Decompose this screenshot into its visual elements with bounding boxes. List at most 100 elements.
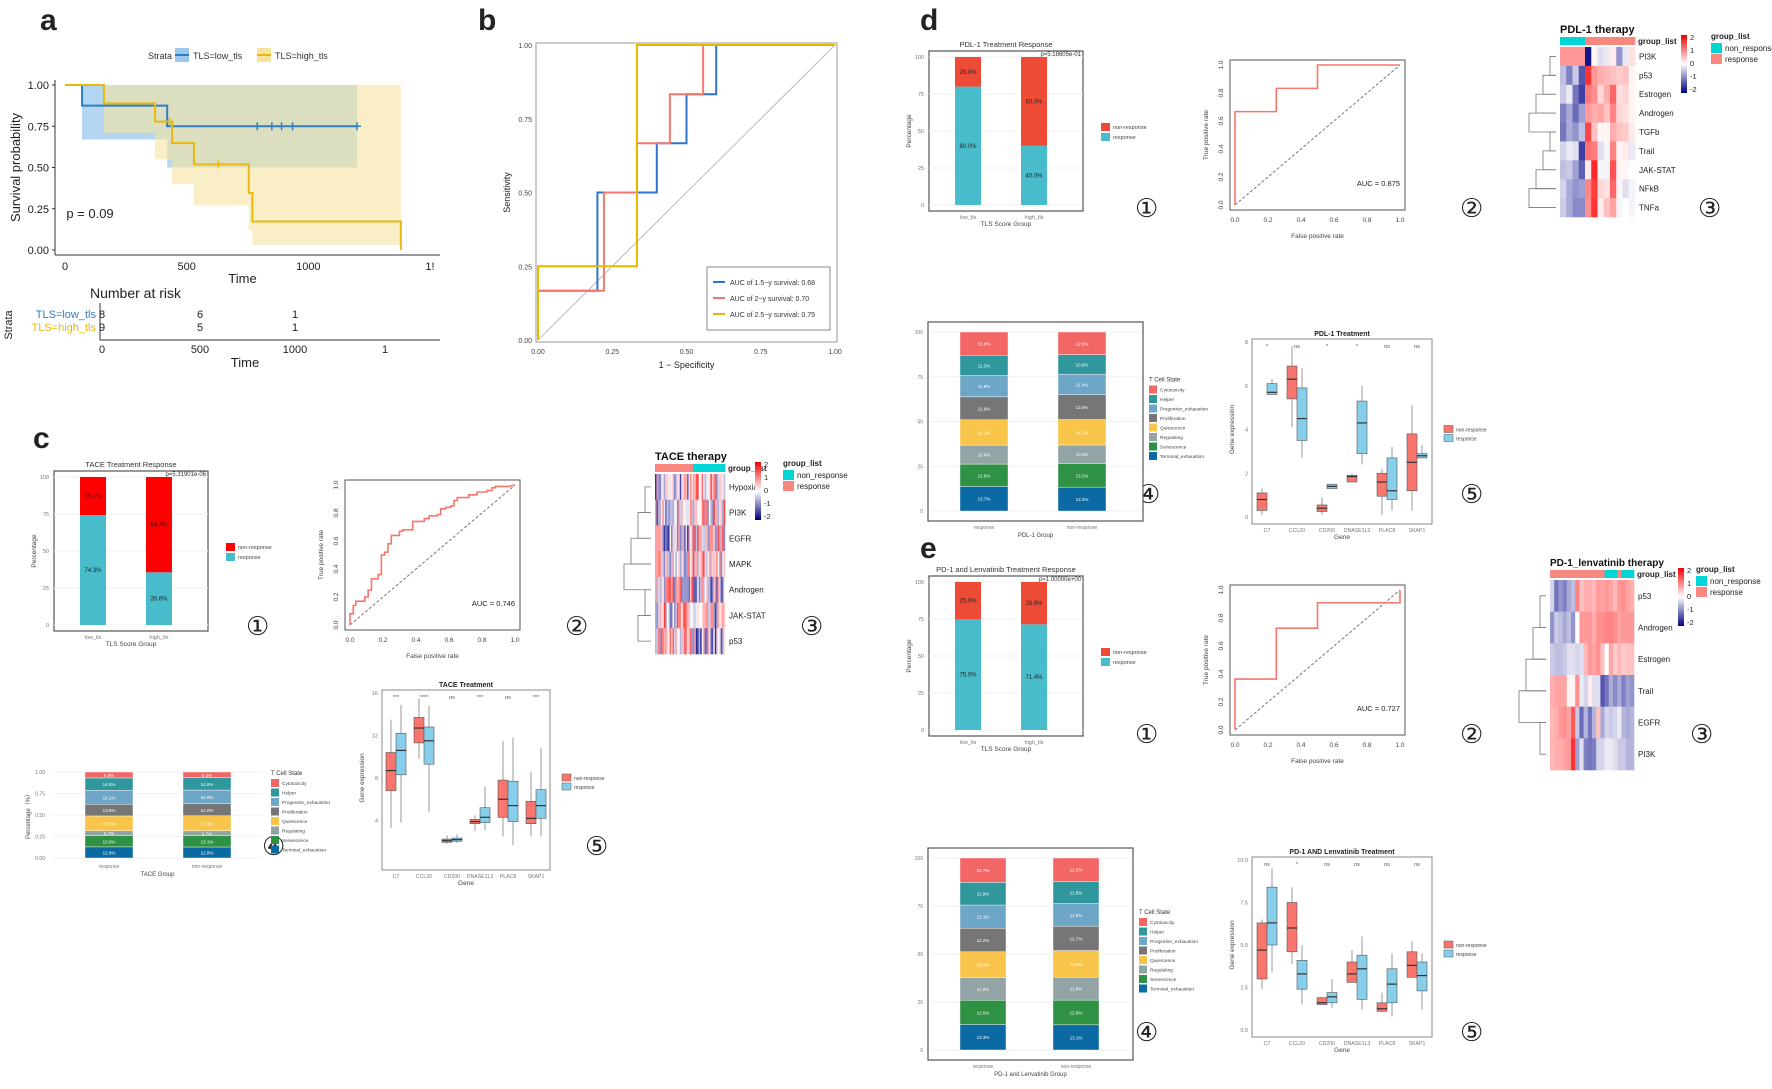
annotation-label: group_list xyxy=(728,464,767,473)
heatmap-cell xyxy=(701,628,704,655)
bar-data-label: 10.3% xyxy=(1076,452,1089,457)
heatmap-cell xyxy=(1579,580,1584,612)
y-tick-label: 0.8 xyxy=(1218,88,1225,97)
y-tick-label: 1.0 xyxy=(1218,60,1225,69)
heatmap-cell xyxy=(1629,706,1635,739)
heatmap-cell xyxy=(691,602,694,629)
x-tick-label: CD200 xyxy=(444,874,460,880)
diagonal-reference xyxy=(349,484,516,626)
colorbar xyxy=(755,462,761,520)
heatmap-cell xyxy=(681,576,684,603)
dendrogram-branch xyxy=(637,512,651,539)
bar-data-label: 11.8% xyxy=(1070,913,1082,918)
heatmap-cell xyxy=(1550,611,1555,644)
heatmap-cell xyxy=(703,551,705,578)
annotation-cell xyxy=(701,464,704,472)
legend-key xyxy=(271,826,279,835)
heatmap-cell xyxy=(1592,580,1597,612)
circle-label-e4: ④ xyxy=(1135,1018,1159,1048)
heatmap-cell xyxy=(1603,84,1611,104)
heatmap-cell xyxy=(1604,611,1610,644)
bar-segment-Cytotoxicity xyxy=(84,771,134,779)
box-response xyxy=(1296,960,1308,990)
row-label: Estrogen xyxy=(1638,655,1670,664)
bar-data-label: 12.1% xyxy=(977,915,990,920)
legend-title: T Cell State xyxy=(271,771,303,777)
significance-label: ns xyxy=(1414,862,1420,868)
bar-segment-Terminal_exhaustion xyxy=(1052,1024,1100,1051)
tace-heatmap: TACE therapygroup_listHypoxiaPI3KEGFRMAP… xyxy=(623,451,848,655)
heatmap-cell xyxy=(1575,611,1580,644)
colorbar-tick: -1 xyxy=(1687,605,1694,614)
legend-key xyxy=(271,817,279,825)
row-label: p53 xyxy=(1638,592,1652,601)
heatmap-cell xyxy=(678,602,681,629)
heatmap-cell xyxy=(1560,65,1567,86)
heatmap-cell xyxy=(1625,706,1631,739)
heatmap-cell xyxy=(717,576,720,603)
legend-key xyxy=(1139,927,1147,936)
legend-key xyxy=(1443,434,1454,442)
heatmap-cell xyxy=(717,499,720,526)
heatmap-cell xyxy=(1558,580,1563,612)
heatmap-cell xyxy=(1566,141,1573,161)
bar-segment-Cytotoxicity xyxy=(959,857,1007,883)
x-tick-label: C7 xyxy=(393,874,400,880)
heatmap-cell xyxy=(687,576,689,603)
y-axis-title: True positive rate xyxy=(318,530,325,580)
y-tick-label: 12 xyxy=(372,734,378,740)
heatmap-cell xyxy=(656,628,659,655)
heatmap-cell xyxy=(1613,611,1618,644)
heatmap-cell xyxy=(708,602,711,629)
heatmap-cell xyxy=(1600,643,1605,676)
heatmap-cell xyxy=(1550,580,1555,612)
legend-key xyxy=(1149,433,1157,441)
heatmap-cell xyxy=(657,499,660,526)
bar-data-label: 40.0% xyxy=(1025,173,1043,179)
risk-x-tick-label: 1000 xyxy=(283,344,307,356)
annotation-cell xyxy=(1575,570,1580,578)
heatmap-cell xyxy=(1628,160,1636,180)
heatmap-cell xyxy=(675,474,678,501)
significance-label: *** xyxy=(533,695,540,701)
heatmap-cell xyxy=(1625,738,1631,771)
heatmap-cell xyxy=(675,499,678,526)
dendrogram-branch xyxy=(1525,658,1546,692)
legend-label: response xyxy=(1113,135,1136,141)
y-tick-label: 0.00 xyxy=(28,245,49,257)
legend-label: non-response xyxy=(1456,943,1487,949)
heatmap-cell xyxy=(1613,738,1618,771)
annotation-cell xyxy=(668,464,670,472)
heatmap-cell xyxy=(710,474,713,501)
colorbar-tick: 0 xyxy=(1690,59,1694,68)
heatmap-cell xyxy=(673,525,676,552)
x-tick-label: 0.8 xyxy=(477,637,486,644)
heatmap-cell xyxy=(692,628,695,655)
heatmap-cell xyxy=(1604,738,1610,771)
heatmap-cell xyxy=(1625,643,1631,676)
heatmap-cell xyxy=(1596,611,1601,644)
heatmap-cell xyxy=(676,474,679,501)
plot-frame xyxy=(381,689,551,871)
legend-label: Regulating xyxy=(1160,435,1183,441)
heatmap-cell xyxy=(679,525,682,552)
heatmap-cell xyxy=(722,499,724,526)
heatmap-cell xyxy=(1583,643,1589,676)
x-tick-label: 1.0 xyxy=(1395,217,1404,224)
annotation-cell xyxy=(673,464,676,472)
heatmap-cell xyxy=(1596,580,1601,612)
legend-title: group_list xyxy=(1711,32,1750,41)
heatmap-cell xyxy=(692,551,695,578)
heatmap-cell xyxy=(1592,706,1597,739)
heatmap-cell xyxy=(1603,198,1611,218)
legend-key xyxy=(561,782,572,791)
heatmap-cell xyxy=(669,602,672,629)
legend-key xyxy=(1139,965,1147,974)
heatmap-cell xyxy=(682,525,685,552)
plot-frame xyxy=(344,479,521,631)
y-tick-label: 5.0 xyxy=(1240,943,1248,949)
heatmap-cell xyxy=(1566,611,1572,644)
bar-data-label: 13.3% xyxy=(1076,497,1089,502)
y-tick-label: 0.0 xyxy=(333,620,340,629)
x-tick-label: high_tls xyxy=(1025,740,1044,746)
